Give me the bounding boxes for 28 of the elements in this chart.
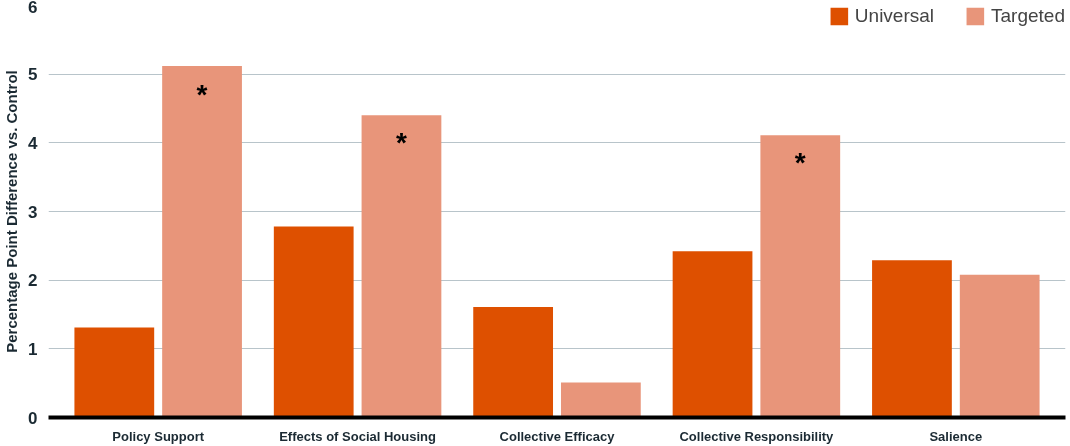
bar — [560, 382, 641, 418]
annotation: * — [794, 146, 806, 178]
bar — [672, 251, 753, 418]
y-tick-label: 5 — [28, 65, 38, 85]
bar — [959, 274, 1040, 418]
y-tick-label: 6 — [28, 0, 38, 17]
x-tick-label: Effects of Social Housing — [279, 428, 437, 444]
bar — [473, 306, 554, 418]
y-axis-title: Percentage Point Difference vs. Control — [3, 70, 21, 353]
bar — [760, 135, 841, 418]
x-tick-label: Collective Efficacy — [499, 428, 616, 444]
bar — [162, 65, 242, 418]
legend-label: Targeted — [991, 5, 1065, 27]
legend-label: Universal — [854, 5, 935, 27]
bar — [872, 260, 952, 418]
y-tick-label: 2 — [28, 271, 38, 291]
x-tick-label: Policy Support — [112, 428, 205, 444]
annotation: * — [396, 127, 408, 159]
y-tick-label: 1 — [28, 339, 38, 359]
annotation: * — [196, 79, 208, 111]
y-tick-label: 3 — [28, 202, 38, 222]
bar — [361, 115, 442, 418]
y-tick-label: 4 — [28, 133, 39, 153]
bar — [74, 327, 155, 418]
x-tick-label: Salience — [929, 428, 983, 444]
bar — [273, 226, 354, 418]
x-tick-label: Collective Responsibility — [679, 428, 835, 444]
y-tick-label: 0 — [28, 408, 38, 428]
